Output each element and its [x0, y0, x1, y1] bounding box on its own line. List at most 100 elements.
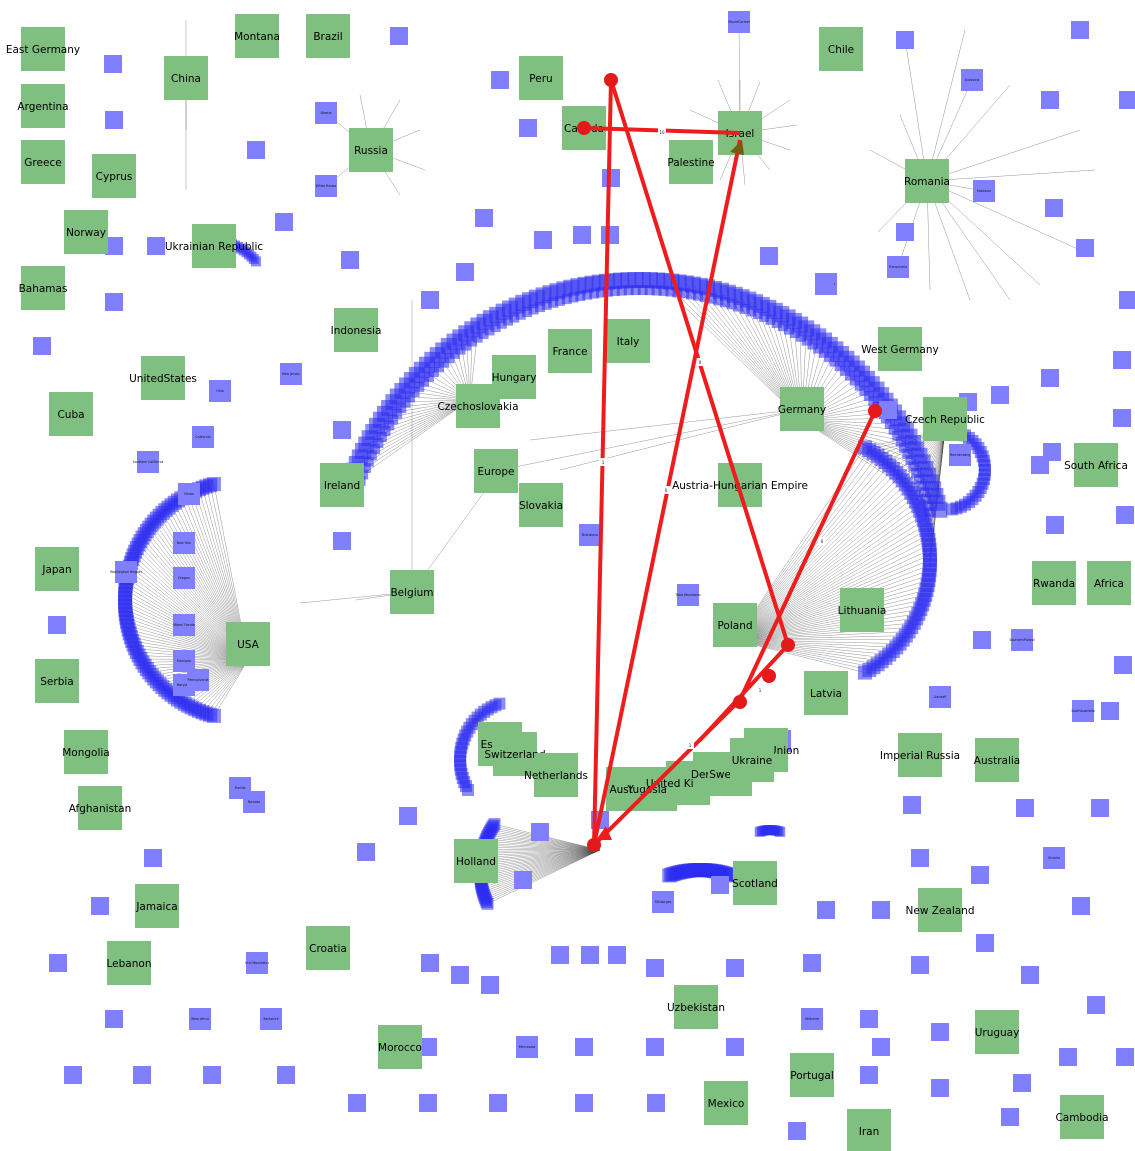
place-node-label: Tatra Mountains — [674, 593, 701, 597]
country-node-label: Hungary — [492, 372, 537, 384]
place-node — [872, 901, 890, 919]
country-node-rwanda: Rwanda — [1032, 561, 1076, 605]
country-node-label: Palestine — [667, 157, 714, 169]
country-node-romania: Romania — [904, 159, 950, 203]
country-node-label: Iran — [859, 1126, 880, 1138]
country-node-label: Poland — [717, 620, 752, 632]
edge — [734, 579, 929, 641]
country-node-box — [730, 738, 774, 782]
edge — [198, 659, 249, 711]
country-node-label: Cyprus — [96, 171, 133, 183]
place-node-minnesota: Minnesota — [516, 1036, 538, 1058]
edge — [488, 833, 601, 851]
place-node — [421, 954, 439, 972]
country-node-norway: Norway — [64, 210, 108, 254]
place-node — [1041, 369, 1059, 387]
country-node-japan: Japan — [35, 547, 79, 591]
country-node-mongolia: Mongolia — [62, 730, 110, 774]
edge — [734, 506, 919, 641]
edge — [485, 849, 601, 901]
edge — [482, 849, 601, 890]
cluster-node — [801, 335, 812, 346]
cluster-node — [434, 362, 445, 373]
cluster-node — [541, 299, 552, 310]
place-node-new-jersey: New Jersey — [280, 363, 302, 385]
country-node-box — [35, 547, 79, 591]
cluster-node — [807, 339, 818, 350]
place-node — [514, 871, 532, 889]
cluster-node — [384, 420, 395, 431]
edge — [479, 849, 601, 869]
cluster-node — [405, 392, 416, 403]
country-node-france: France — [548, 329, 592, 373]
place-node-label: Transnistria — [888, 265, 907, 269]
place-node-label: Bukovina — [965, 78, 980, 82]
cluster-node — [839, 365, 850, 376]
place-node-label: Bratislava — [582, 533, 598, 537]
place-node-box — [801, 1008, 823, 1030]
country-node-cyprus: Cyprus — [92, 154, 136, 198]
country-node-label: New Zealand — [906, 905, 975, 917]
place-node — [646, 959, 664, 977]
edge — [734, 639, 890, 655]
place-node — [421, 291, 439, 309]
country-node-box — [306, 14, 350, 58]
country-node-box — [519, 483, 563, 527]
place-node — [973, 631, 991, 649]
place-node — [105, 1010, 123, 1028]
edge — [734, 639, 882, 662]
edge — [206, 659, 249, 714]
cluster-node — [651, 285, 662, 296]
country-node-box — [454, 839, 498, 883]
cluster-node — [759, 311, 770, 322]
cluster-node — [528, 304, 539, 315]
country-node-label: Italy — [617, 336, 640, 348]
country-node-peru: Peru — [519, 56, 563, 100]
cluster-node — [679, 288, 690, 299]
place-node-label: Illinois — [184, 492, 194, 496]
country-node-box — [1060, 1095, 1104, 1139]
place-node — [133, 1066, 151, 1084]
edge — [480, 849, 601, 860]
cluster-node — [849, 375, 860, 386]
edge-weight-label: 1 — [602, 460, 605, 465]
cluster-node — [706, 293, 717, 304]
place-node-label: Berkshire — [263, 1017, 278, 1021]
place-node — [357, 843, 375, 861]
cluster-node — [908, 461, 919, 472]
place-node-box — [652, 891, 674, 913]
edge — [734, 524, 926, 641]
country-node-box — [905, 159, 949, 203]
highlighted-node — [587, 838, 601, 852]
place-node — [879, 401, 897, 419]
place-node — [816, 273, 834, 291]
place-node — [456, 263, 474, 281]
place-node-box — [187, 669, 209, 691]
place-node — [991, 386, 1009, 404]
edge — [483, 849, 601, 894]
place-node — [277, 1066, 295, 1084]
cluster-node — [623, 285, 634, 296]
edge — [479, 849, 601, 871]
country-node-lithuania: Lithuania — [838, 588, 886, 632]
place-node — [247, 141, 265, 159]
country-node-box — [64, 210, 108, 254]
country-node-label: Mongolia — [62, 747, 110, 759]
cluster-node — [913, 474, 924, 485]
country-node-label: Czechoslovakia — [437, 401, 518, 413]
cluster-node — [644, 285, 655, 296]
place-node — [475, 209, 493, 227]
cluster-node — [920, 493, 931, 504]
cluster-node — [493, 697, 506, 710]
edge — [195, 659, 249, 710]
edge — [926, 29, 966, 182]
cluster-node — [609, 286, 620, 297]
edge-weight-label: 10 — [659, 130, 665, 135]
country-node-box — [534, 753, 578, 797]
cluster-node — [589, 288, 600, 299]
edge — [905, 44, 928, 182]
country-node-box — [92, 154, 136, 198]
edge — [734, 497, 914, 641]
place-node — [489, 1094, 507, 1112]
country-node-belgium: Belgium — [390, 570, 434, 614]
